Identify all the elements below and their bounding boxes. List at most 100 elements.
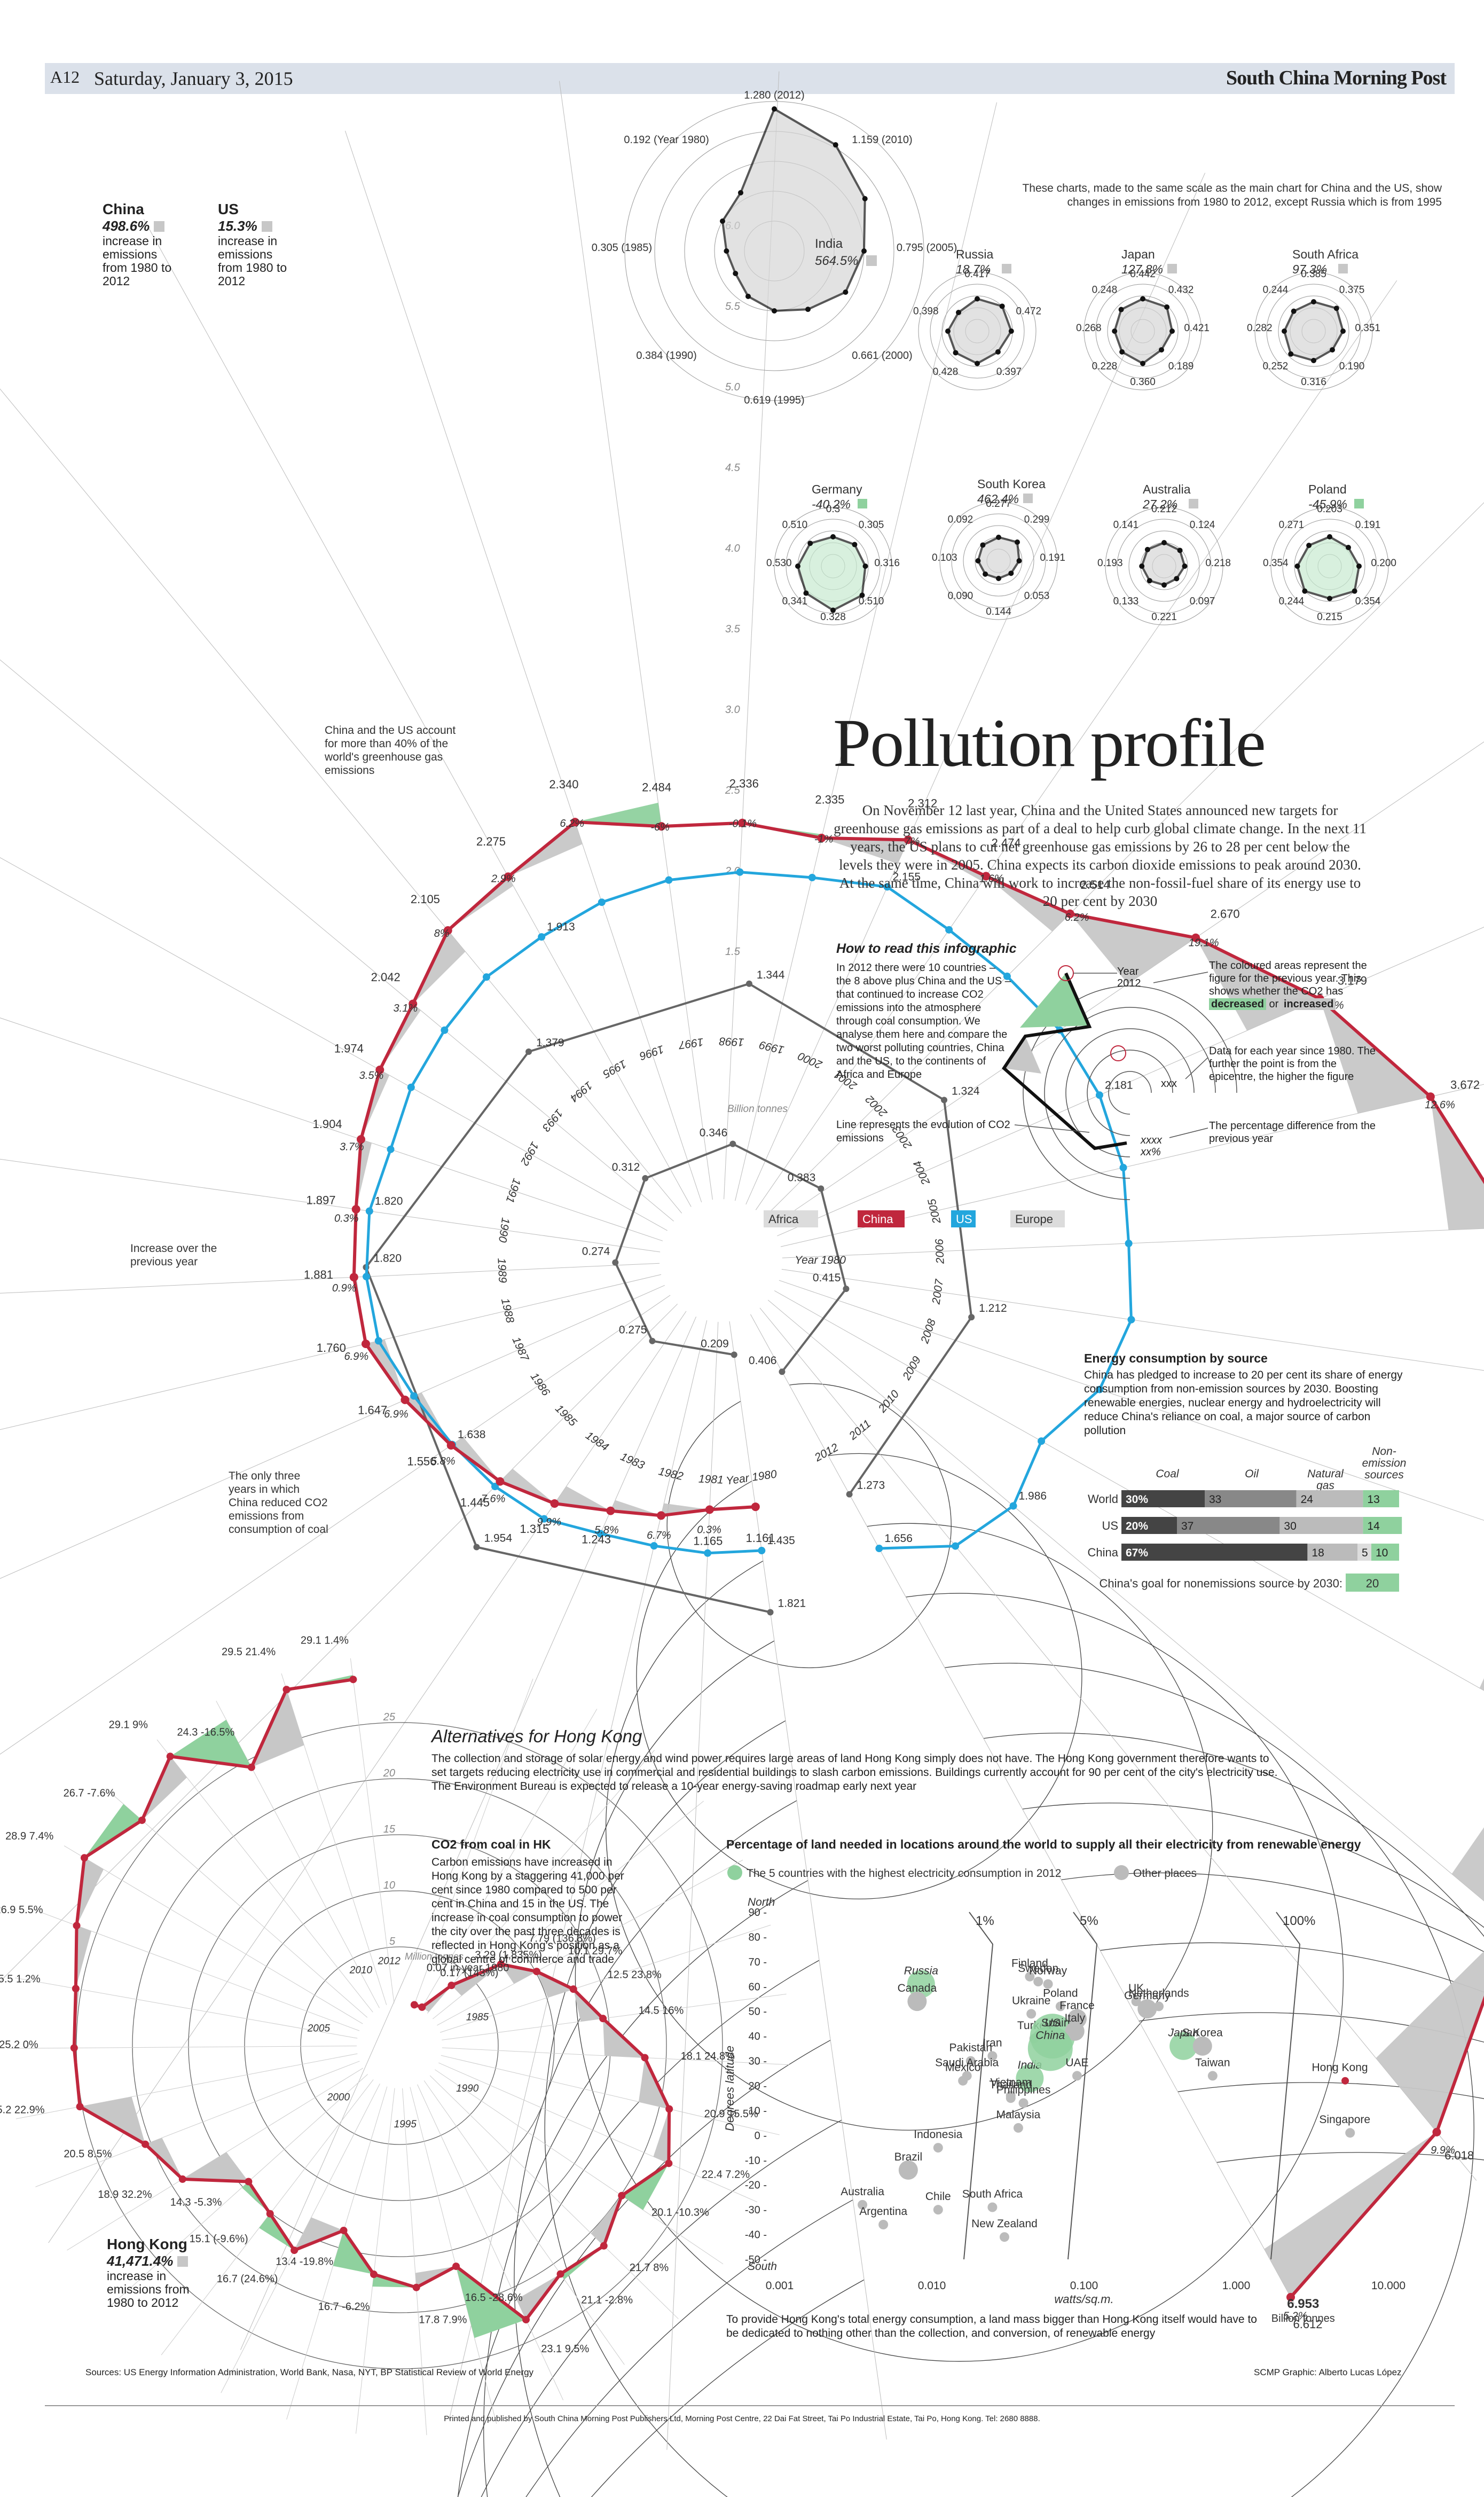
north-label: North (748, 1896, 775, 1908)
decreased-chip: decreased (1209, 998, 1266, 1010)
radar-point (745, 293, 751, 299)
radar-point (1159, 347, 1165, 353)
us-tag-bg (951, 1210, 976, 1227)
hk-point (349, 1676, 357, 1684)
hk-year-label: 2005 (307, 2023, 331, 2034)
scatter-point-label: Chile (925, 2190, 951, 2203)
year-label: 1987 (509, 1335, 531, 1364)
radar-point (795, 563, 800, 569)
china-value-label: 2.275 (476, 835, 506, 848)
africa-line-point (843, 1286, 850, 1293)
hk-value-label: 0.07 in year 1980 (427, 1962, 509, 1974)
year-label: 1990 (496, 1217, 512, 1243)
hk-decrease-area (259, 2213, 295, 2251)
scatter-point-label: S.Korea (1182, 2027, 1223, 2039)
legend-ring (1087, 1050, 1173, 1136)
china-line-point (550, 1499, 559, 1508)
scatter-point (898, 2160, 918, 2180)
hk-point (138, 1816, 146, 1824)
radar-value-label: 0.090 (948, 591, 973, 602)
scatter-point-label: Pakistan (949, 2042, 992, 2054)
decrease-area (575, 802, 662, 827)
us-value-label: 1.638 (458, 1428, 486, 1441)
country-radars: India 564.5% 1.280 (2012) 1.159 (2010) 0.795… (592, 89, 1396, 625)
radar-value-label: 0.144 (986, 606, 1011, 617)
x-tick-label: 10.000 (1371, 2280, 1406, 2292)
china-value-label: 1.881 (304, 1268, 333, 1281)
hk-value-label: 20.5 8.5% (64, 2148, 112, 2160)
legend-year: Year 2012 (1117, 966, 1141, 989)
china-pct-label: -6% (650, 821, 670, 833)
hk-spoke (442, 1993, 787, 2040)
scatter-point-label: Russia (904, 1965, 938, 1977)
scatter-point (1137, 1999, 1157, 2019)
china-line-point (446, 1441, 456, 1450)
increase-square (177, 2256, 189, 2267)
grid-spoke (0, 659, 674, 1222)
radar-value-label: 0.305 (1985) (592, 242, 652, 254)
radar-value-label: 0.354 (1355, 596, 1381, 607)
hk-point (73, 1922, 81, 1930)
increase-square (1023, 494, 1033, 503)
radar-value-label: 0.215 (1317, 612, 1342, 623)
hk-value-label: 29.5 21.4% (222, 1646, 276, 1658)
radar-ring (930, 284, 1025, 379)
us-line-point (945, 926, 953, 934)
europe-value-label: 1.324 (952, 1085, 980, 1097)
hk-value-label: 20.1 -10.3% (651, 2206, 709, 2218)
scatter-point (999, 2232, 1009, 2242)
china-value-label: 1.161 (746, 1531, 775, 1545)
increase-area (1070, 913, 1196, 984)
grid-spoke (0, 388, 682, 1214)
china-pct-label: 7% (905, 836, 920, 848)
scatter-point (1065, 2021, 1085, 2041)
china-value-label: 1.445 (460, 1496, 490, 1509)
radar-value-label: 0.103 (932, 552, 957, 563)
china-line-point (751, 1502, 760, 1512)
radar-ring (1278, 295, 1349, 367)
hk-value-label: 13.4 -19.8% (276, 2256, 333, 2267)
energy-bar-value: 14 (1367, 1520, 1380, 1532)
energy-bar-value: 37 (1181, 1520, 1194, 1532)
radar-value-label: 0.398 (913, 306, 939, 317)
radar-value-label: 0.316 (1301, 377, 1326, 388)
billion-tonnes-inner: Billion tonnes (727, 1103, 788, 1115)
china-value-label: 2.340 (549, 778, 578, 791)
year-label: 2000 (796, 1050, 825, 1071)
radar-point (1008, 328, 1014, 334)
year-label: 2011 (846, 1418, 873, 1443)
china-pct-label: 2.9% (491, 873, 516, 884)
radar-ring (918, 272, 1037, 390)
us-line-point (883, 883, 891, 891)
china-tag-bg (858, 1210, 905, 1227)
three-years-annotation: The only three (229, 1470, 300, 1482)
radar-country-name: Australia (1143, 482, 1191, 496)
main-radial-chart: 1.52.02.53.03.54.04.55.05.56.01.8211.954… (0, 71, 1484, 2497)
hk-point (452, 2263, 460, 2271)
radar-value-label: 0.212 (1151, 504, 1177, 515)
hk-value-label: 21.7 8% (630, 2262, 669, 2274)
hk-point (665, 2105, 673, 2113)
china-line-point (606, 1506, 615, 1515)
energy-bar-segment (1177, 1517, 1280, 1534)
radar-ring (624, 101, 924, 401)
year-label: 1982 (657, 1465, 685, 1483)
china-line-point (657, 822, 666, 831)
scatter-point-label: Saudi Arabia (935, 2056, 999, 2069)
legend-ring (1065, 1028, 1195, 1157)
hk-value-label: 18.9 32.2% (98, 2189, 152, 2201)
grid-ring (544, 1663, 1474, 2497)
china-line-point (705, 1505, 714, 1514)
radar-point (830, 607, 836, 613)
china-line-point (982, 872, 991, 881)
radar-ring (1294, 530, 1365, 602)
x-tick-label: 1.000 (1222, 2280, 1251, 2292)
us-line-point (491, 1482, 499, 1490)
hk-spoke (109, 2074, 368, 2307)
radar-ring (774, 507, 892, 625)
hk-point (665, 2159, 673, 2167)
hk-point (245, 2178, 253, 2186)
scatter-point (1169, 2032, 1198, 2060)
radar-note: These charts, made to the same scale as … (1022, 182, 1442, 208)
